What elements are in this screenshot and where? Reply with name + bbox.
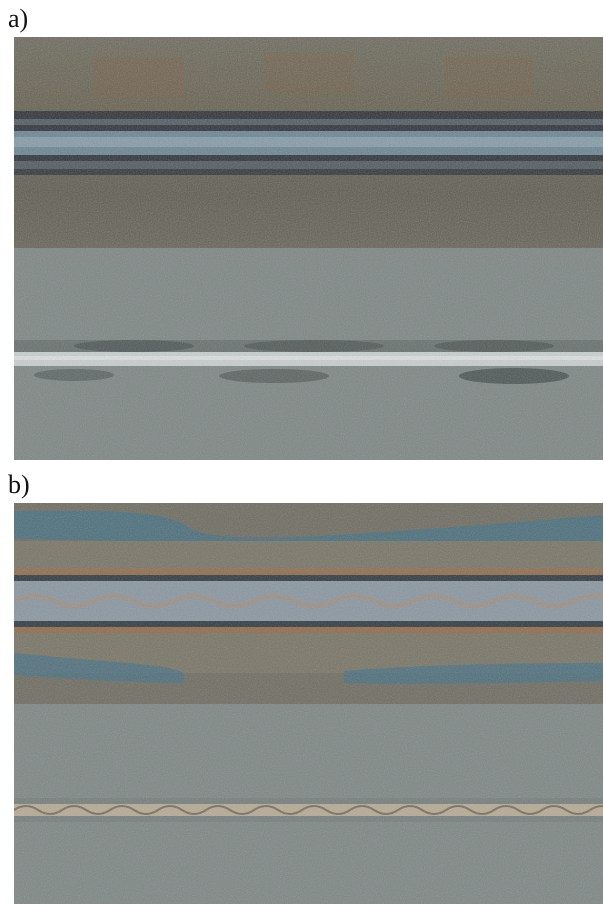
photo-a-top-surface (14, 37, 603, 248)
photo-b-bottom-surface (14, 704, 603, 904)
part-a-label: a) (8, 4, 29, 33)
photo-a-bottom-surface (14, 248, 603, 460)
photo-b-top-surface (14, 503, 603, 704)
part-b-label: b) (8, 470, 30, 499)
